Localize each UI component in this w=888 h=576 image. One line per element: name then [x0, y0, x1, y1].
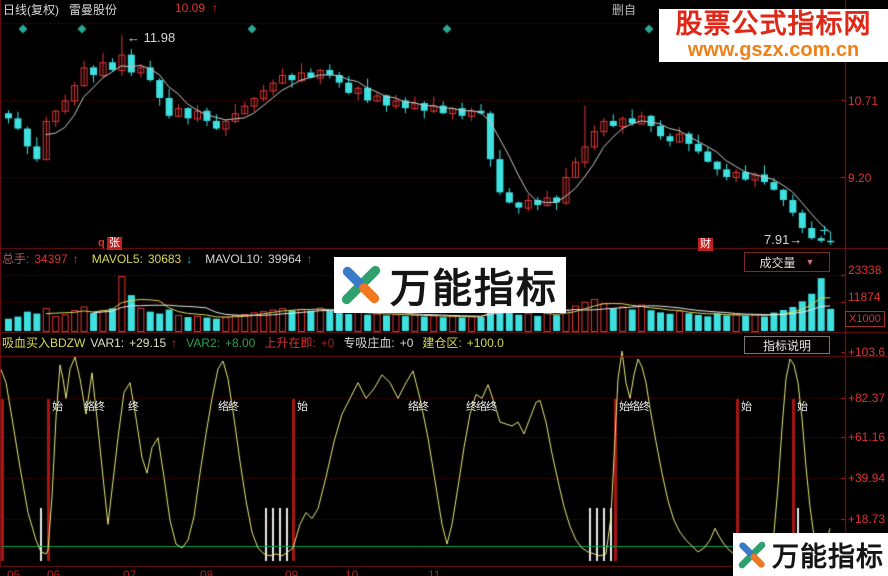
signal-label: 络终	[218, 401, 239, 413]
low-annotation: 7.91→	[764, 232, 803, 247]
watermark-top: 股票公式指标网 www.gszx.com.cn	[659, 9, 888, 62]
watermark-bottom-text: 万能指标	[772, 542, 884, 572]
price-axis-label: 9.20	[848, 171, 872, 185]
indicator-help-label: 指标说明	[762, 338, 811, 353]
rise-label: 上升在即:	[264, 336, 316, 350]
signal-label: 始	[297, 401, 308, 413]
wannengzhibiao-logo-icon	[341, 265, 381, 305]
signal-label: 始	[741, 401, 752, 413]
x-axis-label: 10	[345, 568, 359, 576]
volume-unit-label: X1000	[845, 311, 885, 327]
indicator-axis-label: +82.37	[848, 391, 886, 405]
watermark-site-url: www.gszx.com.cn	[687, 39, 860, 61]
volume-type-dropdown-label: 成交量	[759, 255, 796, 270]
signal-label: 终	[128, 401, 139, 413]
watermark-site-name: 股票公式指标网	[675, 9, 872, 39]
mavol10-up-arrow-icon: ↑	[306, 251, 313, 266]
mavol5-down-arrow-icon: ↓	[186, 251, 193, 266]
volume-type-dropdown[interactable]: 成交量 ▼	[744, 252, 830, 272]
build-zone-value: +100.0	[466, 335, 504, 350]
signal-label: 络终	[84, 401, 105, 413]
indicator-axis-label: +103.6	[848, 345, 886, 359]
rise-value: +0	[320, 335, 335, 350]
mavol10-label: MAVOL10:	[205, 251, 264, 266]
signal-label: 络终	[408, 401, 429, 413]
marker-cai-badge: 财	[698, 238, 713, 251]
signal-label: 始	[52, 401, 63, 413]
wannengzhibiao-logo-icon	[738, 541, 766, 568]
signal-label: 始络终	[619, 401, 650, 413]
var1-up-arrow-icon: ↑	[171, 335, 178, 350]
chart-header: 日线(复权) 雷曼股份	[3, 1, 117, 18]
period-label: 日线(复权)	[3, 3, 59, 17]
volume-label: 总手:	[2, 252, 30, 266]
x-axis-label: 06	[47, 568, 61, 576]
x-axis-label: 05	[7, 568, 21, 576]
x-axis-label: 08	[200, 568, 214, 576]
indicator-axis-label: +39.94	[848, 471, 886, 485]
build-zone-label: 建仓区:	[422, 336, 462, 350]
indicator-header: 吸血买入BDZW VAR1: +29.15 ↑ VAR2: +8.00 上升在即…	[2, 334, 504, 351]
volume-axis-label: 11874	[848, 290, 881, 304]
mavol5-label: MAVOL5:	[91, 251, 143, 266]
mavol10-value: 39964	[268, 251, 302, 266]
indicator-name: 吸血买入BDZW	[2, 336, 86, 350]
suck-label: 专吸庄血:	[343, 336, 395, 350]
indicator-help-button[interactable]: 指标说明	[744, 336, 830, 354]
var1-label: VAR1:	[90, 335, 125, 350]
var2-value: +8.00	[224, 335, 256, 350]
watermark-center: 万能指标	[334, 257, 566, 313]
signal-label: 终络终	[466, 401, 497, 413]
chevron-down-icon: ▼	[805, 257, 815, 267]
marker-q: q	[98, 237, 105, 249]
price-up-arrow-icon: ↑	[212, 1, 218, 15]
watermark-bottom: 万能指标	[733, 533, 888, 576]
suck-value: +0	[399, 335, 414, 350]
volume-up-arrow-icon: ↑	[72, 251, 79, 266]
signal-label: 始	[797, 401, 808, 413]
volume-value: 34397	[34, 251, 68, 266]
stock-name-label: 雷曼股份	[69, 3, 118, 17]
var2-label: VAR2:	[186, 335, 220, 350]
var1-value: +29.15	[129, 335, 167, 350]
mavol5-value: 30683	[147, 251, 182, 266]
delete-watchlist-button[interactable]: 删自	[612, 3, 637, 17]
x-axis-label: 09	[285, 568, 299, 576]
indicator-axis-label: +61.16	[848, 430, 886, 444]
indicator-axis-label: +18.73	[848, 512, 886, 526]
x-axis-label: 07	[123, 568, 137, 576]
volume-header: 总手: 34397 ↑ MAVOL5: 30683 ↓ MAVOL10: 399…	[2, 250, 312, 267]
volume-axis-label: 23338	[848, 263, 882, 277]
high-annotation: ← 11.98	[127, 30, 176, 45]
watermark-center-text: 万能指标	[390, 267, 558, 311]
price-axis-label: 10.71	[848, 94, 879, 108]
x-axis-label: 11	[428, 568, 441, 576]
marker-zhang-badge: 张	[107, 237, 122, 250]
last-price: 10.09	[175, 1, 206, 15]
